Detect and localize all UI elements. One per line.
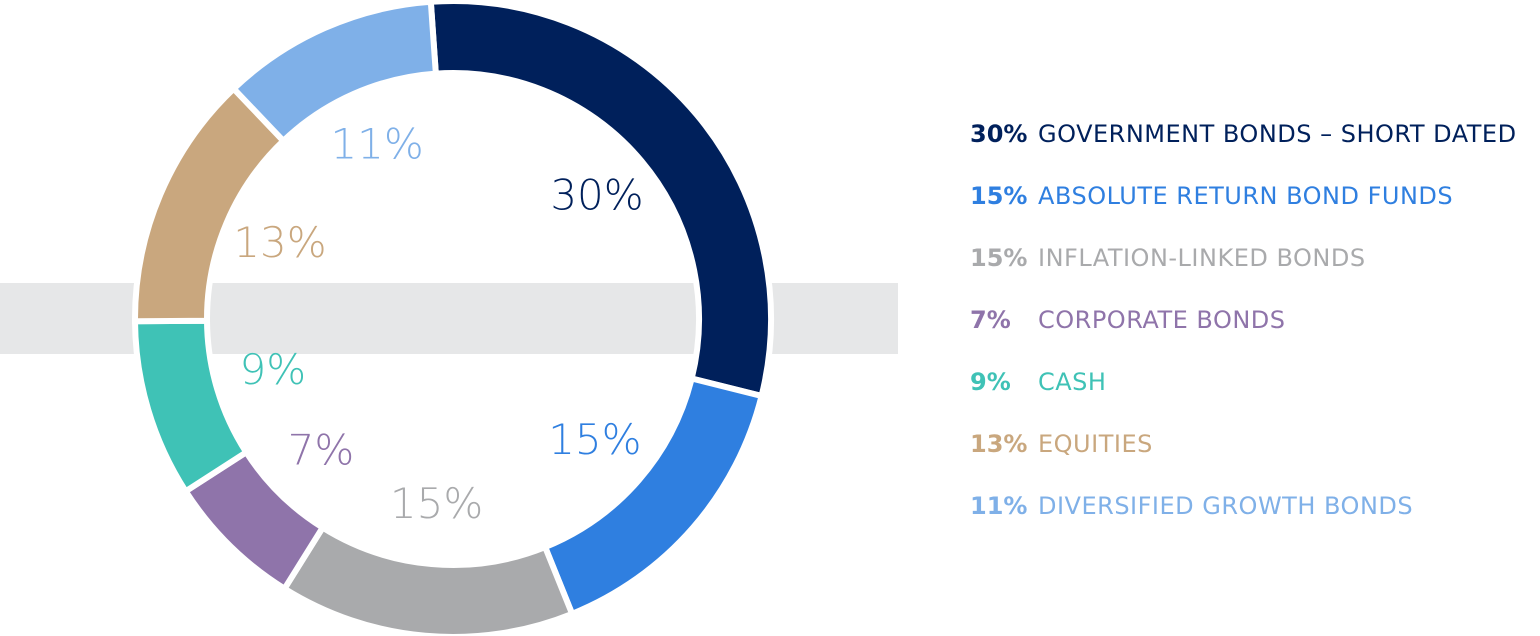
donut-slice [229, 0, 440, 146]
legend-value: 15% [970, 182, 1027, 210]
legend-label: CORPORATE BONDS [1038, 306, 1286, 334]
legend-label: GOVERNMENT BONDS – SHORT DATED [1038, 120, 1517, 148]
donut-slice [427, 0, 774, 400]
legend-value: 15% [970, 244, 1027, 272]
slice-label: 30% [550, 171, 643, 220]
slice-label: 9% [240, 345, 307, 394]
slice-label: 7% [288, 425, 355, 474]
donut-slice [280, 523, 577, 636]
legend-value: 30% [970, 120, 1027, 148]
legend-value: 7% [970, 306, 1011, 334]
legend-label: INFLATION-LINKED BONDS [1038, 244, 1366, 272]
legend-label: ABSOLUTE RETURN BOND FUNDS [1038, 182, 1453, 210]
slice-label: 13% [233, 218, 326, 267]
slice-label: 15% [548, 415, 641, 464]
legend-value: 13% [970, 430, 1027, 458]
legend-label: CASH [1038, 368, 1106, 396]
donut-slice [541, 374, 766, 618]
legend-label: EQUITIES [1038, 430, 1153, 458]
legend-label: DIVERSIFIED GROWTH BONDS [1038, 492, 1413, 520]
slice-label: 15% [390, 479, 483, 528]
legend-value: 11% [970, 492, 1027, 520]
legend-value: 9% [970, 368, 1011, 396]
slice-label: 11% [330, 119, 423, 168]
